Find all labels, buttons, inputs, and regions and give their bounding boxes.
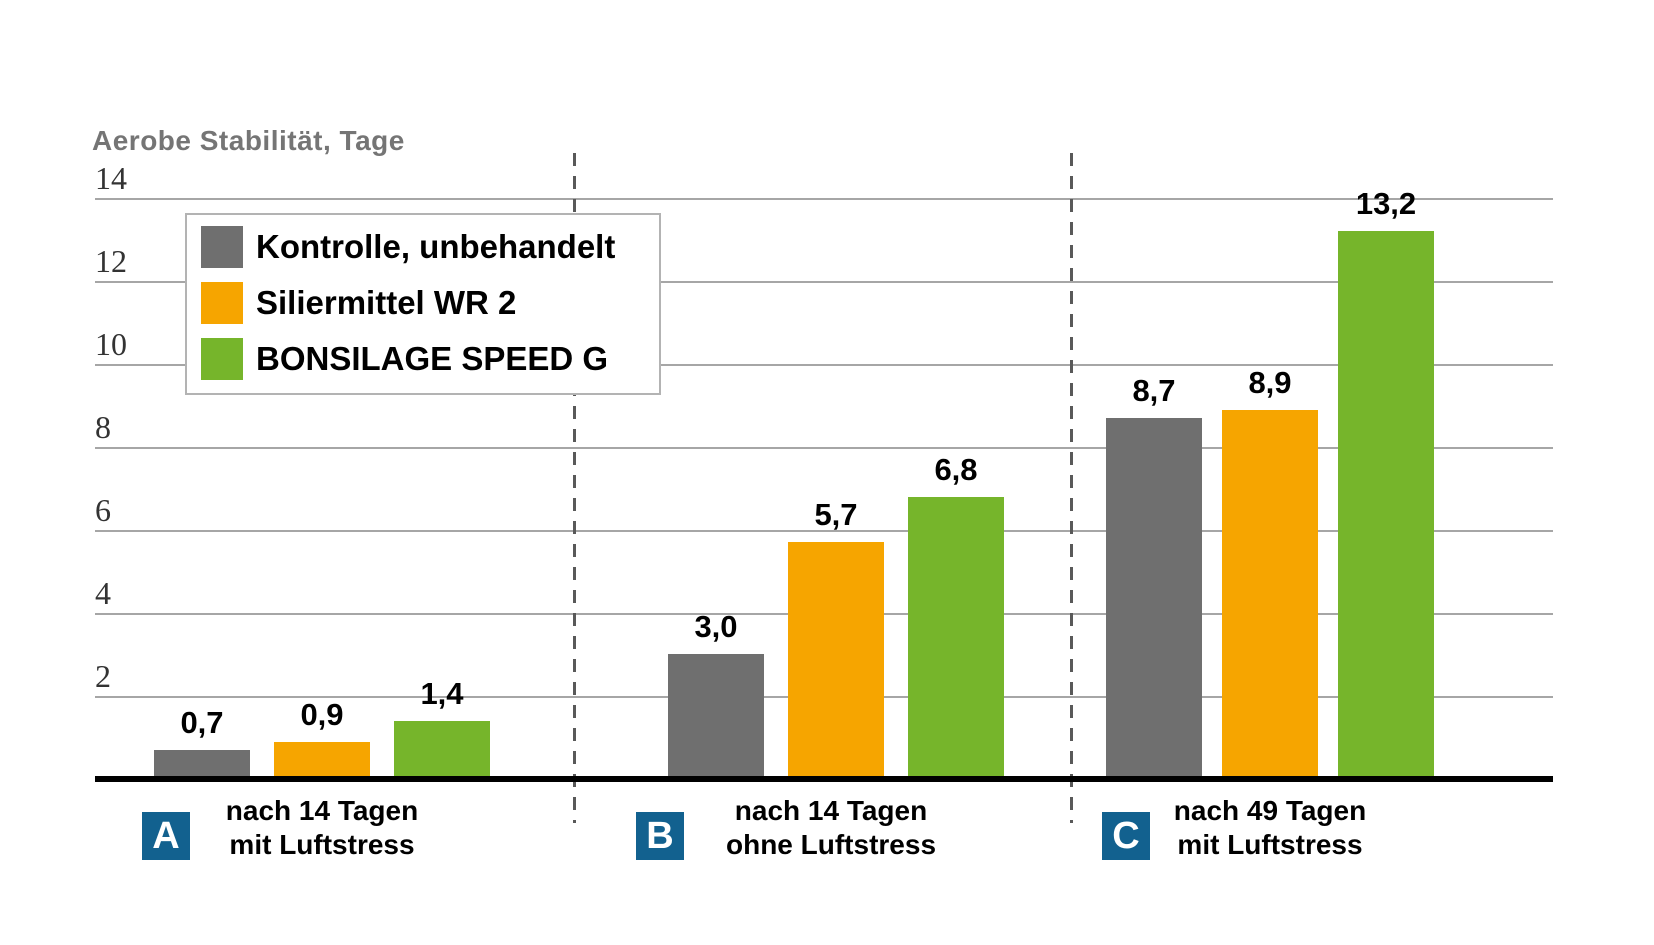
group-label-line: mit Luftstress (229, 829, 415, 860)
bar-value-label: 6,8 (934, 452, 978, 487)
gridline-6 (95, 530, 1553, 532)
group-label-line: nach 14 Tagen (225, 795, 419, 826)
y-tick-label-12: 12 (95, 243, 127, 279)
bar-group-c-series-1 (1106, 418, 1202, 779)
gridline-10 (95, 364, 1553, 366)
y-tick-label-8: 8 (95, 409, 111, 445)
legend-item-3: BONSILAGE SPEED G (201, 338, 645, 380)
bar-group-b-series-3 (908, 497, 1004, 779)
bar-group-b-series-1 (668, 654, 764, 779)
legend: Kontrolle, unbehandelt Siliermittel WR 2 B… (185, 213, 661, 395)
legend-label: Siliermittel WR 2 (256, 284, 517, 321)
gridline-14 (95, 198, 1553, 200)
bar-value-label: 1,4 (420, 676, 464, 711)
group-label-line: nach 14 Tagen (734, 795, 928, 826)
bar-group-b-series-2 (788, 542, 884, 779)
bar-group-c-series-3 (1338, 231, 1434, 779)
group-label-line: nach 49 Tagen (1173, 795, 1367, 826)
y-tick-label-4: 4 (95, 575, 111, 611)
group-separator-line-1 (573, 153, 576, 823)
group-badge-a: A (142, 812, 190, 860)
group-label-a: nach 14 Tagen mit Luftstress (102, 794, 542, 862)
legend-item-2: Siliermittel WR 2 (201, 282, 645, 324)
legend-swatch (201, 338, 243, 380)
group-badge-b: B (636, 812, 684, 860)
legend-label: Kontrolle, unbehandelt (256, 228, 616, 265)
group-badge-c: C (1102, 812, 1150, 860)
bar-group-a-series-2 (274, 742, 370, 779)
bar-value-label: 5,7 (814, 497, 858, 532)
y-tick-label-14: 14 (95, 160, 127, 196)
legend-swatch (201, 282, 243, 324)
legend-item-1: Kontrolle, unbehandelt (201, 226, 645, 268)
gridline-8 (95, 447, 1553, 449)
bar-value-label: 0,7 (180, 705, 224, 740)
legend-label: BONSILAGE SPEED G (256, 340, 609, 377)
y-tick-label-6: 6 (95, 492, 111, 528)
group-separator-line-2 (1070, 153, 1073, 823)
group-label-b: nach 14 Tagen ohne Luftstress (611, 794, 1051, 862)
gridline-12 (95, 281, 1553, 283)
bar-group-a-series-1 (154, 750, 250, 779)
bar-group-c-series-2 (1222, 410, 1318, 779)
bar-value-label: 8,9 (1248, 365, 1292, 400)
y-tick-label-2: 2 (95, 658, 111, 694)
y-tick-label-10: 10 (95, 326, 127, 362)
bar-group-a-series-3 (394, 721, 490, 779)
bar-value-label: 0,9 (300, 697, 344, 732)
bar-value-label: 8,7 (1132, 373, 1176, 408)
legend-swatch (201, 226, 243, 268)
bar-value-label: 13,2 (1355, 186, 1417, 221)
group-label-line: mit Luftstress (1177, 829, 1363, 860)
group-label-c: nach 49 Tagen mit Luftstress (1050, 794, 1490, 862)
bar-value-label: 3,0 (694, 609, 738, 644)
x-axis-line (95, 776, 1553, 782)
chart-title: Aerobe Stabilität, Tage (92, 125, 405, 156)
group-label-line: ohne Luftstress (725, 829, 937, 860)
